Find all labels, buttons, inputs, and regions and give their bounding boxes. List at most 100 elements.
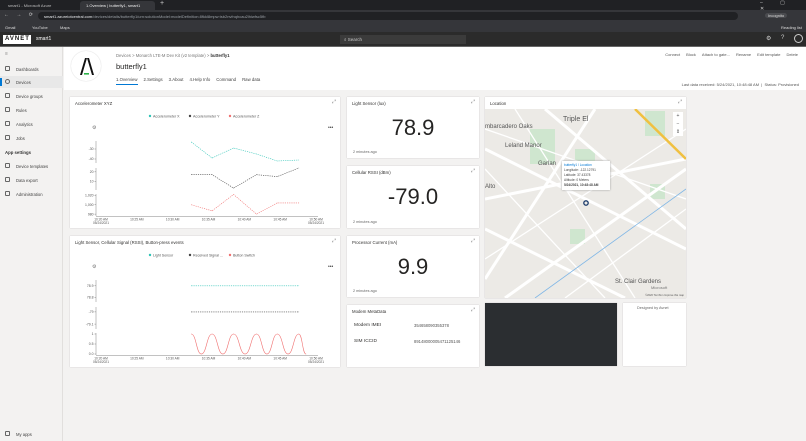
expand-icon[interactable]: ⤢ bbox=[470, 168, 475, 174]
popup-altitude: Altitude: 0 Meters bbox=[564, 178, 589, 182]
data-point bbox=[277, 333, 278, 335]
tile-value: 9.9 bbox=[397, 254, 429, 279]
card-title: Light Sensor, Cellular Signal (RSSI), Bu… bbox=[75, 240, 184, 245]
rename-button[interactable]: Rename bbox=[735, 52, 752, 57]
browser-tab-active[interactable]: 1.Overview | butterfly1, smart1 bbox=[80, 1, 155, 10]
block-button[interactable]: Block bbox=[686, 52, 696, 57]
sidebar-item-jobs[interactable]: Jobs bbox=[0, 132, 63, 144]
app-name[interactable]: smart1 bbox=[36, 36, 52, 42]
legend-label: Accelerometer Y bbox=[193, 115, 220, 119]
map-label: Alto bbox=[485, 184, 496, 190]
incognito-badge[interactable]: Incognito bbox=[765, 13, 788, 18]
url-input[interactable]: smart1.azureiotcentral.com/devices/detai… bbox=[38, 12, 738, 20]
edit-template-button[interactable]: Edit template bbox=[757, 52, 781, 57]
bookmark-youtube[interactable]: YouTube bbox=[32, 25, 48, 30]
sidebar-item-administration[interactable]: Administration bbox=[0, 188, 63, 200]
expand-icon[interactable]: ⤢ bbox=[470, 99, 475, 105]
sidebar-item-rules[interactable]: Rules bbox=[0, 104, 63, 116]
gear-icon: ⚙ bbox=[92, 125, 97, 131]
data-point bbox=[233, 187, 234, 189]
devices-icon bbox=[5, 79, 10, 84]
reading-list[interactable]: Reading list bbox=[781, 25, 802, 30]
more-options-icon: ••• bbox=[328, 264, 334, 270]
x-tick-label: 10:45 AM bbox=[273, 218, 287, 222]
legend-marker bbox=[188, 114, 192, 118]
sidebar-item-dashboards[interactable]: Dashboards bbox=[0, 63, 63, 75]
device-header: Devices > Monarch LTE-M Dev Kit (v2 temp… bbox=[64, 47, 806, 90]
delete-button[interactable]: Delete bbox=[786, 52, 798, 57]
y-tick-label: 10 bbox=[90, 180, 94, 184]
breadcrumb-devices[interactable]: Devices bbox=[116, 53, 131, 58]
data-point bbox=[256, 153, 257, 155]
help-icon[interactable]: ? bbox=[781, 35, 785, 41]
x-tick-label: 05/24/2021 bbox=[308, 221, 324, 225]
tile-timestamp: 2 minutes ago bbox=[353, 150, 377, 154]
browser-tab[interactable]: smart1 - Microsoft Azure bbox=[2, 1, 77, 10]
map-attribution[interactable]: ©2020 TomTom Improve this map bbox=[645, 294, 684, 297]
expand-icon[interactable]: ⤢ bbox=[677, 99, 682, 105]
connect-button[interactable]: Connect bbox=[665, 52, 681, 57]
sidebar-section-app-settings: App settings bbox=[5, 150, 32, 155]
sidebar-item-analytics[interactable]: Analytics bbox=[0, 118, 63, 130]
data-point bbox=[211, 157, 213, 159]
legend-marker bbox=[228, 253, 232, 257]
search-input[interactable]: ⌕ Search bbox=[340, 35, 466, 44]
image-tile-dark bbox=[485, 303, 617, 366]
data-point bbox=[191, 333, 192, 335]
expand-icon[interactable]: ⤢ bbox=[470, 307, 475, 313]
breadcrumb-template[interactable]: Monarch LTE-M Dev Kit (v2 template) bbox=[135, 53, 206, 58]
sidebar-item-device-groups[interactable]: Device groups bbox=[0, 90, 63, 102]
x-tick-label: 10:30 AM bbox=[166, 218, 180, 222]
x-tick-label: 05/24/2021 bbox=[93, 221, 109, 225]
map[interactable]: Triple El mbarcadero Oaks Leland Manor G… bbox=[485, 109, 686, 298]
sidebar-item-devices[interactable]: Devices bbox=[0, 76, 63, 88]
sidebar-item-data-export[interactable]: Data export bbox=[0, 174, 63, 186]
device-image bbox=[71, 51, 101, 81]
gear-icon[interactable]: ⚙ bbox=[766, 36, 772, 42]
hamburger-icon[interactable]: ≡ bbox=[5, 51, 8, 57]
light-sensor-tile: Light Sensor (lux) ⤢ 78.9 2 minutes ago bbox=[347, 97, 479, 158]
data-point bbox=[256, 333, 257, 335]
compass-button[interactable]: ⇕ bbox=[675, 129, 681, 135]
tab-overview[interactable]: 1.Overview bbox=[116, 77, 138, 85]
data-point bbox=[277, 176, 278, 177]
tab-help-info[interactable]: 4.Help Info bbox=[189, 77, 211, 82]
microsoft-logo: Microsoft bbox=[651, 285, 668, 290]
new-tab-icon[interactable]: + bbox=[160, 0, 165, 7]
x-tick-label: 10:40 AM bbox=[238, 218, 252, 222]
bookmark-maps[interactable]: Maps bbox=[60, 25, 70, 30]
data-point bbox=[233, 147, 234, 149]
popup-longitude: Longitude: -122.12791 bbox=[564, 168, 596, 172]
tab-raw-data[interactable]: Raw data bbox=[242, 77, 261, 82]
attach-gateway-button[interactable]: Attach to gate... bbox=[701, 52, 730, 57]
expand-icon[interactable]: ⤢ bbox=[331, 99, 336, 105]
tab-settings[interactable]: 2.Settings bbox=[143, 77, 163, 82]
data-point bbox=[298, 285, 300, 287]
location-popup: butterfly1 / Location Longitude: -122.12… bbox=[562, 161, 610, 190]
app-header: AVNET smart1 ⌕ Search ⚙ ? bbox=[0, 32, 806, 47]
search-placeholder: Search bbox=[347, 37, 363, 42]
analytics-icon bbox=[5, 121, 10, 126]
zoom-out-button[interactable]: − bbox=[676, 121, 680, 127]
legend-label: Button Switch bbox=[233, 254, 255, 258]
data-point bbox=[222, 353, 224, 355]
sidebar-item-device-templates[interactable]: Device templates bbox=[0, 160, 63, 172]
bookmark-gmail[interactable]: Gmail bbox=[5, 25, 16, 30]
x-tick-label: 10:20 AM bbox=[94, 218, 108, 222]
sidebar-label: Devices bbox=[16, 80, 31, 85]
sidebar-item-my-apps[interactable]: My apps bbox=[0, 428, 63, 440]
zoom-in-button[interactable]: + bbox=[676, 113, 680, 119]
tab-about[interactable]: 3.About bbox=[168, 77, 184, 82]
templates-icon bbox=[5, 163, 10, 168]
popup-title[interactable]: butterfly1 / Location bbox=[564, 163, 592, 167]
light-signal-chart: Light Sensor 78.9 78.8 Received Signal ... -… bbox=[86, 253, 334, 365]
window-controls[interactable]: – ▢ ✕ bbox=[760, 0, 793, 12]
tab-command[interactable]: Command bbox=[216, 77, 237, 82]
expand-icon[interactable]: ⤢ bbox=[470, 238, 475, 244]
data-point bbox=[191, 311, 192, 313]
x-tick-label: 10:20 AM bbox=[94, 357, 108, 361]
expand-icon[interactable]: ⤢ bbox=[331, 238, 336, 244]
card-title: Location bbox=[490, 101, 507, 106]
nav-buttons[interactable]: ← → ⟳ bbox=[4, 12, 36, 18]
account-icon[interactable] bbox=[794, 34, 803, 43]
